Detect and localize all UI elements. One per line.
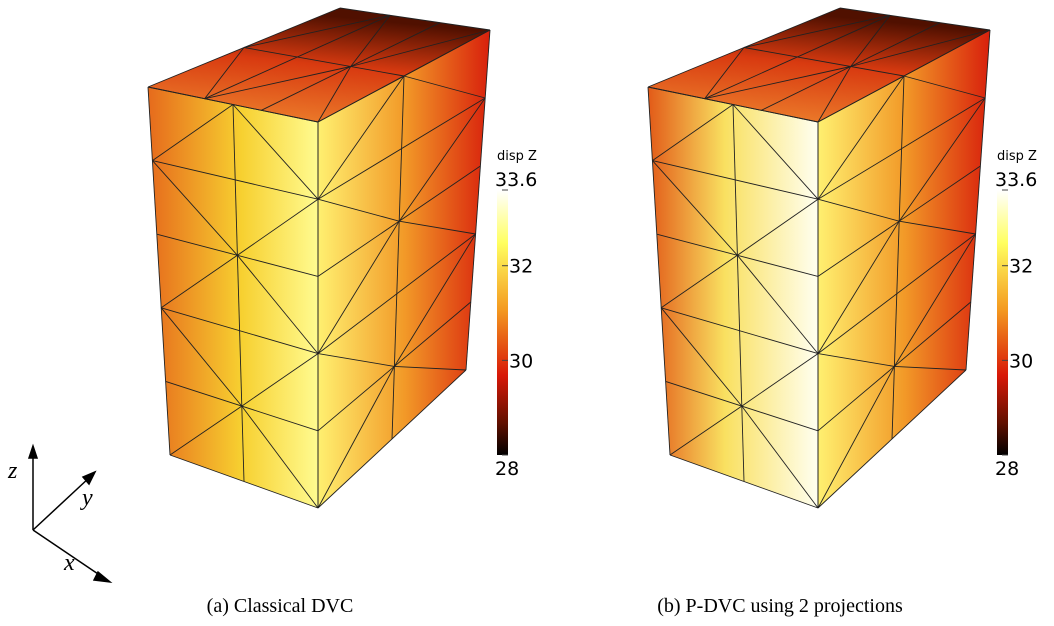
colorbar-tick-label: 33.6 bbox=[995, 169, 1037, 191]
colorbar-tick-label: 28 bbox=[495, 458, 519, 480]
colorbar-tick-label: 30 bbox=[509, 350, 533, 372]
colorbar-tick-label: 28 bbox=[995, 458, 1019, 480]
colorbar-tick-label: 32 bbox=[509, 256, 533, 278]
axis-label: y bbox=[80, 485, 93, 511]
caption: (b) P-DVC using 2 projections bbox=[657, 595, 903, 617]
colorbar-tick-label: 30 bbox=[1009, 350, 1033, 372]
axis-label: x bbox=[63, 550, 75, 576]
colorbar-title: disp Z bbox=[997, 149, 1037, 164]
colorbar-title: disp Z bbox=[497, 149, 537, 164]
panel: disp Z 33.6 32 30 28 (a) Classical DVC bbox=[148, 8, 537, 617]
axis-label: z bbox=[7, 458, 18, 484]
colorbar-tick-label: 32 bbox=[1009, 256, 1033, 278]
figure: z y x disp Z33.6323028(a) Classical DVCd… bbox=[0, 0, 1054, 626]
colorbar-tick-label: 33.6 bbox=[495, 169, 537, 191]
panel: disp Z 33.6 32 30 28 (b) P-DVC using 2 projec… bbox=[648, 8, 1037, 617]
colorbar bbox=[497, 190, 508, 455]
front-face bbox=[148, 87, 318, 508]
caption: (a) Classical DVC bbox=[207, 595, 354, 617]
axis-triad: z y x bbox=[7, 446, 110, 582]
front-face bbox=[648, 87, 818, 508]
colorbar bbox=[997, 190, 1008, 455]
